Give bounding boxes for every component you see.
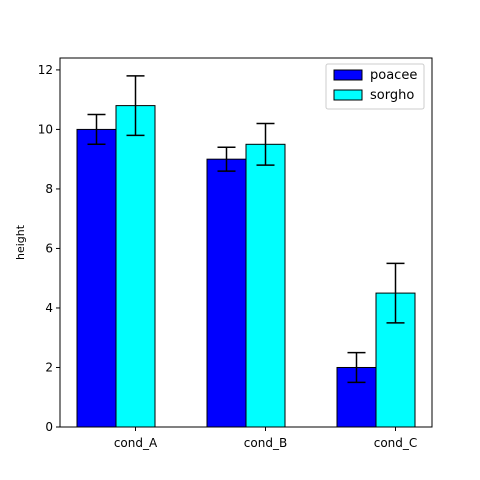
legend-label-poacee: poacee <box>370 68 417 83</box>
y-tick-label-12: 12 <box>38 63 53 77</box>
y-tick-label-4: 4 <box>45 301 53 315</box>
legend-swatch-sorgho <box>333 89 363 101</box>
bar-sorgho-cond_A <box>115 105 156 428</box>
x-tick-label-cond_C: cond_C <box>374 436 418 450</box>
y-axis: 0 2 4 6 8 10 12 <box>38 63 60 434</box>
legend-swatch-poacee <box>333 69 363 81</box>
bar-sorgho-cond_B <box>245 143 286 428</box>
y-axis-label: height <box>14 224 27 260</box>
x-tick-label-cond_A: cond_A <box>114 436 158 450</box>
error-bars-layer <box>87 75 405 384</box>
x-axis: cond_A cond_B cond_C <box>114 427 417 450</box>
y-tick-label-2: 2 <box>45 360 53 374</box>
plot-frame <box>59 57 433 428</box>
y-tick-label-10: 10 <box>38 122 53 136</box>
bar-poacee-cond_A <box>76 128 117 428</box>
x-tick-label-cond_B: cond_B <box>244 436 287 450</box>
y-tick-label-6: 6 <box>45 241 53 255</box>
y-tick-label-8: 8 <box>45 182 53 196</box>
bar-poacee-cond_B <box>206 158 247 428</box>
y-tick-label-0: 0 <box>45 420 53 434</box>
legend-label-sorgho: sorgho <box>370 88 414 103</box>
bars-layer <box>76 105 416 428</box>
legend: poacee sorgho <box>325 63 425 110</box>
